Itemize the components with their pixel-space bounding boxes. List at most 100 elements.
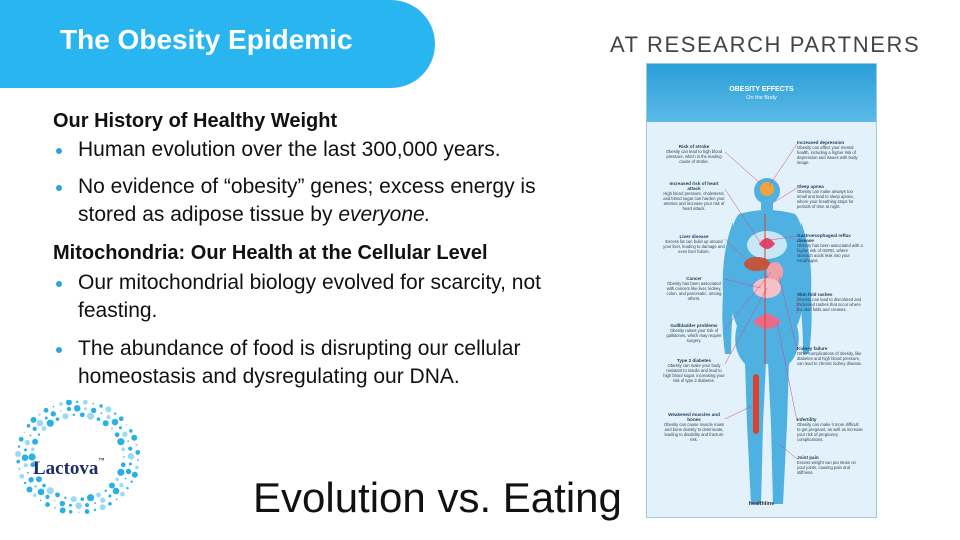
logo-dot xyxy=(23,481,27,485)
logo-dot xyxy=(127,453,135,460)
tagline: Evolution vs. Eating xyxy=(253,474,622,521)
effect: Gallbladder problems Obesity raises your … xyxy=(663,323,725,343)
brand-name: Lactova xyxy=(33,458,99,479)
logo-dot xyxy=(41,426,47,431)
logo-dot xyxy=(15,451,22,458)
title-banner xyxy=(0,0,435,88)
logo-dot xyxy=(60,409,62,412)
logo-dot xyxy=(59,500,66,507)
logo-dot xyxy=(45,502,50,507)
logo-dot xyxy=(46,487,54,495)
logo-dot xyxy=(92,402,95,405)
logo-dot xyxy=(111,418,119,426)
logo-dot xyxy=(106,415,111,420)
logo-dot xyxy=(129,429,133,433)
logo-dot xyxy=(64,496,67,499)
logo-dot xyxy=(68,503,72,507)
logo-dot xyxy=(72,413,75,417)
effect-text: Obesity can lead to discolored and thick… xyxy=(797,297,862,312)
logo-dot xyxy=(118,416,124,422)
bullet-text: The abundance of food is disrupting our … xyxy=(78,337,521,388)
logo-dot xyxy=(62,413,69,420)
logo-dot xyxy=(93,508,97,512)
logo-dot xyxy=(24,448,28,452)
logo-dot xyxy=(137,459,139,461)
logo-dot xyxy=(115,498,118,501)
logo-dot xyxy=(131,434,138,441)
logo-dot xyxy=(126,486,129,490)
effect-label: Type 2 diabetes xyxy=(676,358,712,363)
effect-text: Obesity can make airways too small and l… xyxy=(797,189,854,209)
logo-dot xyxy=(37,488,45,496)
logo-dot xyxy=(29,434,32,437)
slide-title: The Obesity Epidemic xyxy=(60,24,353,55)
effect-label: Cancer xyxy=(686,276,702,281)
logo-dot xyxy=(26,486,33,493)
effect-label: Increased risk of heart attack xyxy=(669,181,719,191)
logo-dot xyxy=(96,492,101,498)
effect-text: Obesity raises your risk of gallstones, … xyxy=(666,328,722,343)
logo-dot xyxy=(114,432,120,438)
logo-dot xyxy=(86,412,95,420)
logo-dot xyxy=(135,465,139,470)
effect-label: Increased depression xyxy=(797,140,845,145)
logo-dot xyxy=(43,407,49,413)
effect-text: Obesity can affect your mental health, i… xyxy=(797,145,858,165)
effect: Weakened muscles and bones Obesity can ca… xyxy=(663,412,725,442)
logo-dot xyxy=(59,402,63,406)
section-heading: Our History of Healthy Weight xyxy=(53,110,338,132)
logo-dot xyxy=(115,477,119,482)
infographic-title: OBESITY EFFECTS xyxy=(729,86,794,93)
effect: Kidney failure Other complications of obe… xyxy=(797,346,863,366)
effect: Increased depression Obesity can affect y… xyxy=(797,140,863,165)
effect: Sleep apnea Obesity can make airways too … xyxy=(797,184,863,209)
logo-dot xyxy=(131,471,138,478)
logo-dot xyxy=(128,462,132,466)
logo-dot xyxy=(120,462,126,468)
logo-dot xyxy=(32,438,39,445)
effect-label: Risk of stroke xyxy=(678,144,710,149)
logo-dot xyxy=(44,416,48,420)
logo-dot xyxy=(55,417,60,421)
bullet-emphasis: everyone. xyxy=(338,203,431,226)
logo-dot xyxy=(21,454,29,461)
logo-dot xyxy=(18,468,21,470)
effect-text: Excess fat can build up around your live… xyxy=(663,239,725,254)
effect-label: Sleep apnea xyxy=(797,184,824,189)
logo-dot xyxy=(122,431,128,437)
bullet-text: No evidence of “obesity” genes; excess e… xyxy=(78,175,536,226)
logo-dot xyxy=(34,484,38,488)
logo-dot xyxy=(33,471,37,474)
logo-dot xyxy=(124,477,127,480)
effect-label: Weakened muscles and bones xyxy=(668,412,720,422)
logo-dot xyxy=(24,439,31,446)
logo-dot xyxy=(80,497,85,501)
logo-dot xyxy=(108,494,112,498)
effect-text: Other complications of obesity, like dia… xyxy=(797,351,863,366)
logo-dot xyxy=(30,447,35,452)
company-name: AT RESEARCH PARTNERS xyxy=(610,32,921,57)
logo-dot xyxy=(100,412,103,415)
trademark: ™ xyxy=(98,458,105,464)
logo-dot xyxy=(73,404,81,412)
logo-dot xyxy=(30,462,36,468)
logo-dot xyxy=(99,404,103,408)
logo-dot xyxy=(26,424,31,428)
logo-dot xyxy=(102,420,109,427)
logo-dot xyxy=(75,502,83,510)
effect-text: Obesity can make it more difficult to ge… xyxy=(797,422,863,442)
logo-dot xyxy=(42,483,46,488)
logo-dot xyxy=(84,407,88,411)
section-heading: Mitochondria: Our Health at the Cellular… xyxy=(53,242,488,264)
logo-dot xyxy=(112,487,120,495)
effect: Joint pain Excess weight can put strain o… xyxy=(797,455,863,475)
logo-dot xyxy=(90,407,97,414)
logo-ring xyxy=(15,400,141,514)
effect-text: High blood pressure, cholesterol, and bl… xyxy=(663,191,725,211)
logo-dot xyxy=(18,436,24,442)
effect: Risk of stroke Obesity can lead to high b… xyxy=(663,144,725,164)
effect-text: Obesity has been associated with a highe… xyxy=(797,243,863,263)
logo-dot xyxy=(104,489,107,492)
infographic: OBESITY EFFECTS On the Body xyxy=(646,63,877,518)
